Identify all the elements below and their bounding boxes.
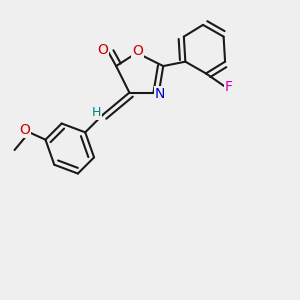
Text: H: H [92,106,101,119]
Text: O: O [20,123,30,137]
Text: O: O [132,44,143,58]
Text: F: F [225,80,232,94]
Text: N: N [155,87,166,101]
Text: O: O [97,44,108,58]
